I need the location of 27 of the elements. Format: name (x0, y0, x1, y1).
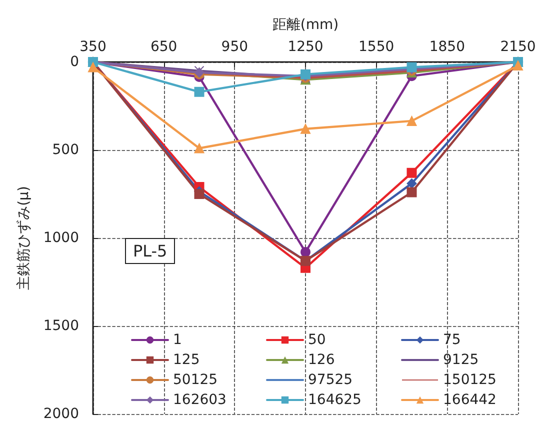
legend-label: 150125 (443, 372, 496, 388)
y-tick-label: 500 (52, 142, 79, 158)
y-tick-label: 2000 (43, 406, 79, 422)
legend-label: 162603 (173, 392, 226, 408)
x-tick-label: 1850 (429, 39, 465, 55)
y-tick-label: 1500 (43, 318, 79, 334)
legend-label: 9125 (443, 352, 479, 368)
legend-label: 164625 (308, 392, 362, 408)
legend-label: 126 (308, 352, 335, 368)
legend-label: 75 (443, 332, 461, 348)
x-axis-title: 距離(mm) (272, 17, 339, 33)
legend-label: 166442 (443, 392, 496, 408)
legend-label: 50 (308, 332, 326, 348)
y-tick-label: 1000 (43, 230, 79, 246)
x-tick-label: 2150 (500, 39, 536, 55)
legend-label: 97525 (308, 372, 353, 388)
legend-label: 1 (173, 332, 182, 348)
x-tick-label: 950 (221, 39, 248, 55)
x-tick-label: 350 (80, 39, 106, 55)
annotation: PL-5 (133, 242, 168, 260)
y-tick-label: 0 (70, 54, 79, 70)
y-axis-title: 主鉄筋ひずみ(μ) (16, 186, 32, 290)
x-tick-label: 1250 (288, 39, 324, 55)
x-tick-label: 1550 (358, 39, 394, 55)
legend-label: 125 (173, 352, 200, 368)
legend-label: 50125 (173, 372, 218, 388)
x-tick-label: 650 (150, 39, 178, 55)
